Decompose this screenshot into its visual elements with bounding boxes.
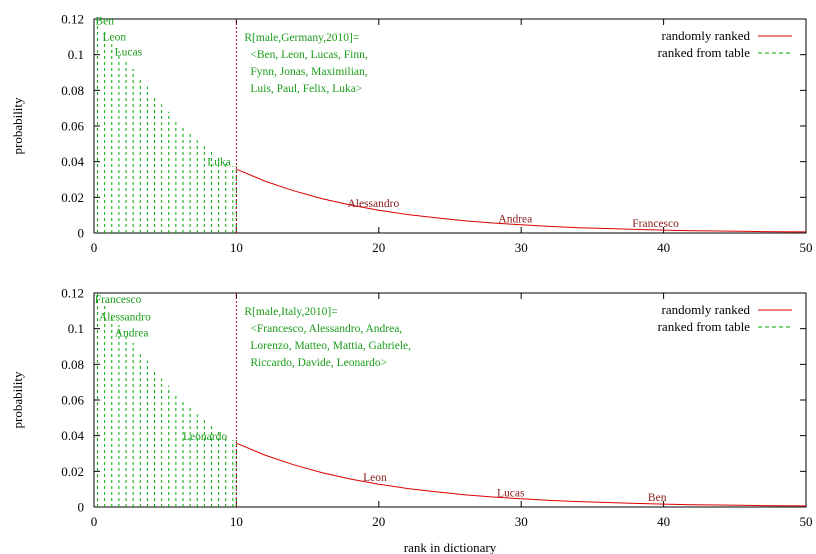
annotation-line: R[male,Italy,2010]= [244,306,337,318]
x-tick-label: 10 [230,514,243,529]
x-axis-label: rank in dictionary [404,540,497,554]
annotation-line: Riccardo, Davide, Leonardo> [250,357,387,369]
legend-label: randomly ranked [662,28,751,43]
y-tick-label: 0.12 [61,286,84,301]
y-tick-label: 0.08 [61,357,84,372]
annotation-line: <Ben, Leon, Lucas, Finn, [250,49,367,61]
point-label: Ben [95,15,114,27]
y-tick-label: 0.06 [61,393,84,408]
x-tick-label: 40 [657,514,670,529]
x-tick-label: 30 [515,240,528,255]
point-label: Leon [363,472,387,484]
x-tick-label: 50 [800,514,813,529]
annotation-line: R[male,Germany,2010]= [244,32,359,44]
y-axis-label: probability [10,97,25,155]
y-tick-label: 0.04 [61,154,84,169]
x-tick-label: 20 [372,240,385,255]
chart-panel-bottom: 0 0.02 0.04 0.06 0.08 0.1 0.12 0 10 20 30 40 50 proba… [10,286,813,554]
x-tick-label: 20 [372,514,385,529]
point-label: Andrea [498,214,532,226]
point-label: Lucas [497,488,525,500]
x-tick-label: 40 [657,240,670,255]
point-label: Francesco [632,218,679,230]
legend-label: ranked from table [658,45,751,60]
random-rank-curve [236,442,807,507]
y-tick-label: 0.1 [68,47,84,62]
y-tick-label: 0.12 [61,12,84,27]
y-tick-label: 0.1 [68,321,84,336]
point-label: Alessandro [99,312,151,324]
y-tick-label: 0.04 [61,428,84,443]
legend-label: randomly ranked [662,302,751,317]
y-tick-label: 0.08 [61,83,84,98]
point-label: Andrea [115,328,149,340]
y-axis-label: probability [10,371,25,429]
x-tick-label: 0 [91,514,98,529]
y-tick-label: 0.06 [61,119,84,134]
point-label: Lucas [115,47,143,59]
x-tick-label: 30 [515,514,528,529]
chart-panel-top: 0 0.02 0.04 0.06 0.08 0.1 0.12 0 10 20 30 40 50 proba… [10,12,813,256]
y-tick-label: 0.02 [61,190,84,205]
point-label: Francesco [95,294,142,306]
x-tick-label: 10 [230,240,243,255]
point-label: Alessandro [347,198,399,210]
x-tick-label: 0 [91,240,98,255]
legend-label: ranked from table [658,319,751,334]
point-label: Luka [207,157,231,169]
annotation-line: Luis, Paul, Felix, Luka> [250,83,362,95]
annotation-line: Fynn, Jonas, Maximilian, [250,66,367,78]
random-rank-curve [236,168,807,233]
annotation-line: <Francesco, Alessandro, Andrea, [250,323,402,335]
y-tick-label: 0 [78,226,85,241]
annotation-line: Lorenzo, Matteo, Mattia, Gabriele, [250,340,411,352]
point-label: Leon [103,31,127,43]
point-label: Ben [648,492,667,504]
point-label: Leonardo [183,431,227,443]
x-tick-label: 50 [800,240,813,255]
y-tick-label: 0 [78,500,85,515]
y-tick-label: 0.02 [61,464,84,479]
